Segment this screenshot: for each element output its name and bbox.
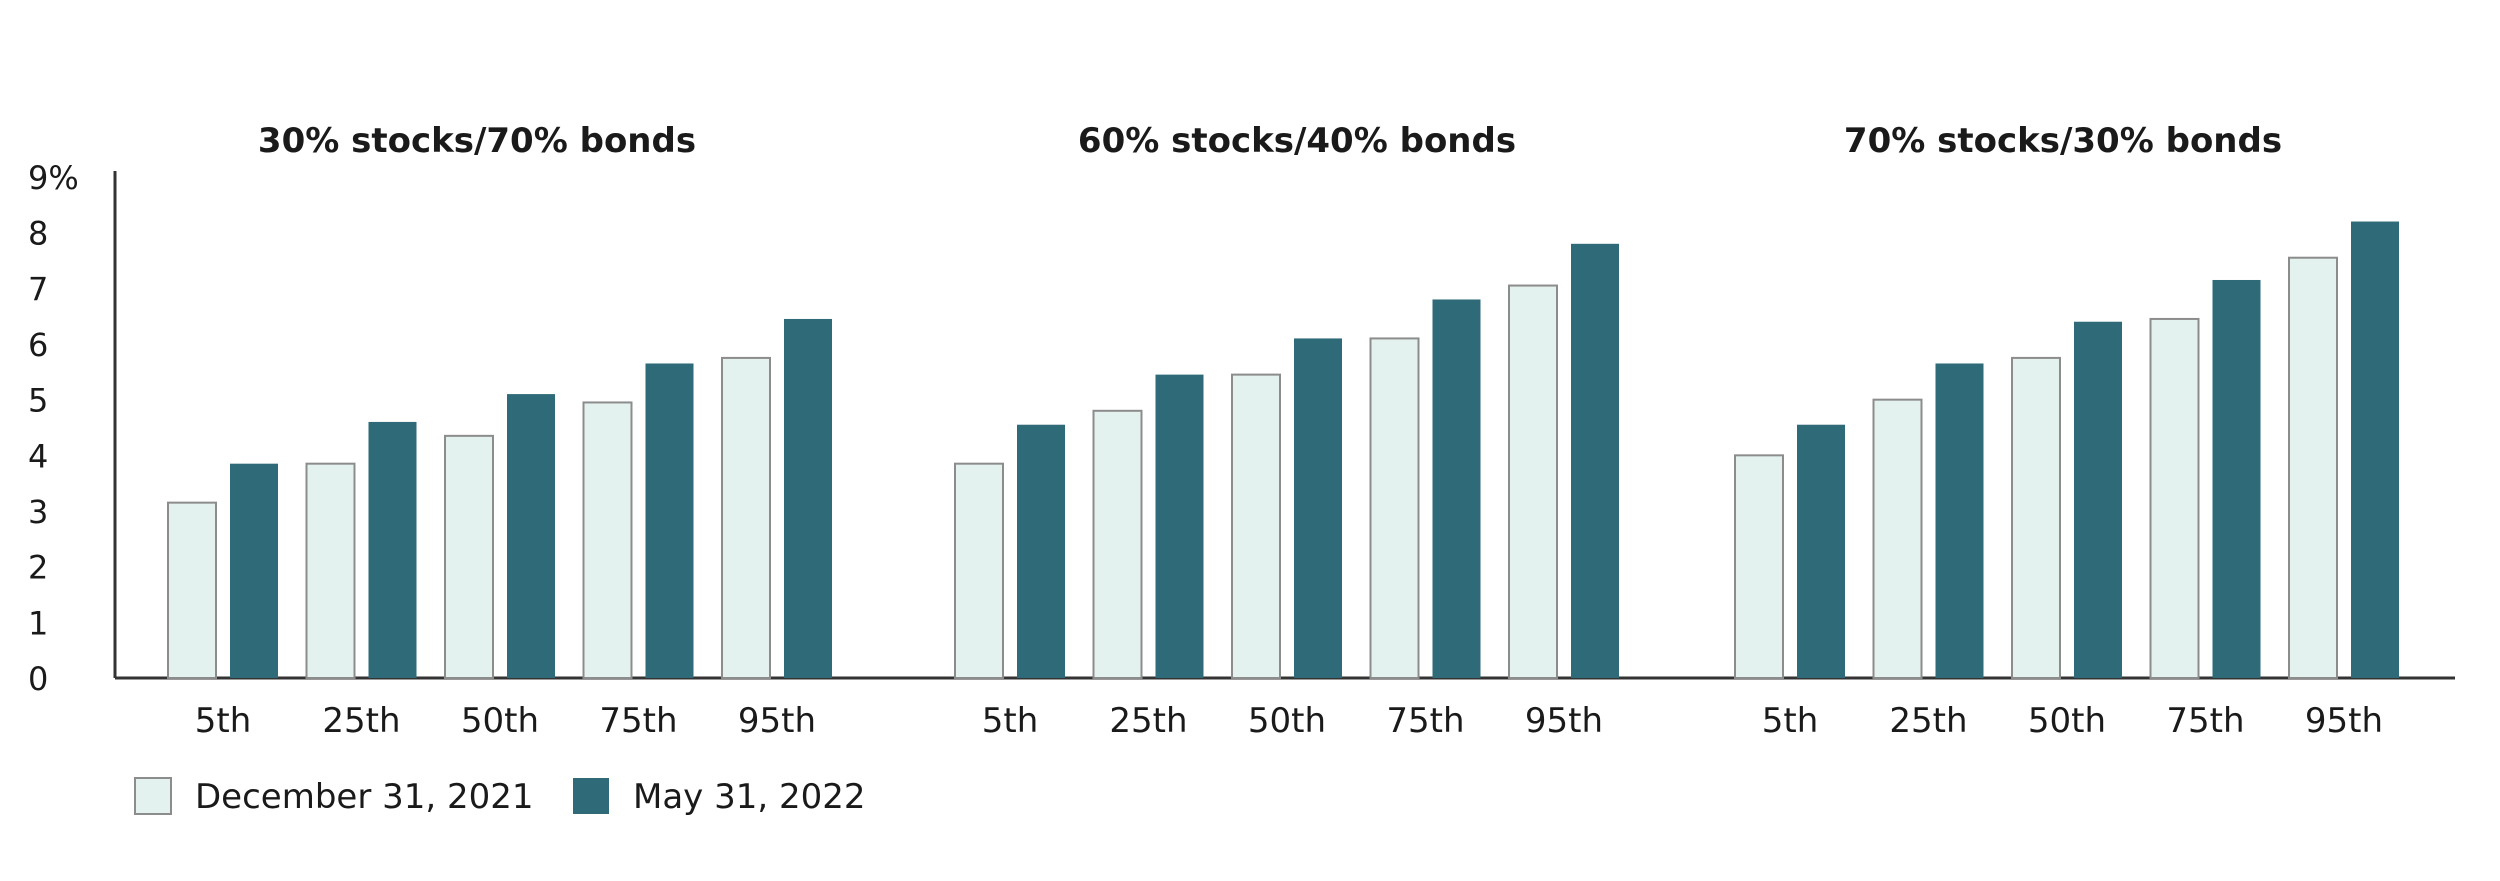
x-category-label: 50th <box>2028 701 2106 741</box>
bar-may-2022 <box>230 463 278 678</box>
bar-december-2021 <box>1231 373 1281 679</box>
bar-may-2022 <box>2351 221 2399 679</box>
legend-swatch-december-2021 <box>134 777 172 815</box>
y-tick-label: 4 <box>28 437 48 475</box>
bar-may-2022 <box>1797 424 1845 678</box>
bar-december-2021 <box>1092 409 1143 679</box>
x-category-label: 95th <box>1525 701 1603 741</box>
y-axis: 0 1 2 3 4 5 6 7 8 9% <box>28 159 2455 698</box>
bar-may-2022 <box>1571 243 1619 679</box>
panel-title: 60% stocks/40% bonds <box>1078 121 1516 161</box>
bar-may-2022 <box>1935 363 1984 678</box>
x-category-label: 5th <box>982 701 1039 741</box>
x-category-label: 95th <box>738 701 816 741</box>
bar-may-2022 <box>784 318 832 678</box>
bar-december-2021 <box>2149 317 2200 679</box>
y-tick-label: 9% <box>28 159 79 197</box>
bar-december-2021 <box>2288 256 2338 679</box>
bar-may-2022 <box>1432 299 1481 678</box>
bar-december-2021 <box>1508 284 1558 679</box>
bar-may-2022 <box>507 394 555 678</box>
legend-label-december-2021: December 31, 2021 <box>195 777 534 817</box>
bar-december-2021 <box>1734 454 1784 680</box>
bar-may-2022 <box>368 421 417 678</box>
panel-title: 30% stocks/70% bonds <box>258 121 696 161</box>
bar-may-2022 <box>1155 374 1204 678</box>
y-tick-label: 7 <box>28 270 48 308</box>
x-category-label: 50th <box>461 701 539 741</box>
x-category-label: 75th <box>2166 701 2244 741</box>
y-tick-label: 0 <box>28 660 48 698</box>
y-tick-label: 8 <box>28 215 48 253</box>
chart-panel: 60% stocks/40% bonds 5th 25th 50th 75th 95th <box>954 121 1619 741</box>
bar-may-2022 <box>1017 424 1065 678</box>
bar-december-2021 <box>721 356 771 679</box>
y-tick-label: 1 <box>28 604 48 642</box>
x-category-label: 5th <box>195 701 252 741</box>
bar-december-2021 <box>167 501 217 679</box>
bar-may-2022 <box>2074 321 2122 678</box>
x-category-label: 95th <box>2305 701 2383 741</box>
bar-december-2021 <box>582 401 633 679</box>
y-tick-label: 3 <box>28 493 48 531</box>
y-tick-label: 5 <box>28 382 48 420</box>
x-category-label: 25th <box>322 701 400 741</box>
chart-panel: 30% stocks/70% bonds 5th 25th 50th 75th 95th <box>167 121 832 741</box>
legend: December 31, 2021 May 31, 2022 <box>134 777 866 817</box>
x-category-label: 5th <box>1762 701 1819 741</box>
legend-swatch-may-2022 <box>573 778 609 814</box>
chart-panel: 70% stocks/30% bonds 5th 25th 50th 75th 95th <box>1734 121 2399 741</box>
panel-title: 70% stocks/30% bonds <box>1844 121 2282 161</box>
x-category-label: 25th <box>1889 701 1967 741</box>
y-tick-label: 2 <box>28 549 48 587</box>
x-category-label: 50th <box>1248 701 1326 741</box>
bar-december-2021 <box>2011 356 2061 679</box>
bar-may-2022 <box>2212 279 2261 678</box>
bar-december-2021 <box>444 434 494 679</box>
bar-december-2021 <box>1369 337 1420 679</box>
y-tick-label: 6 <box>28 326 48 364</box>
x-category-label: 75th <box>599 701 677 741</box>
bar-may-2022 <box>1294 338 1342 678</box>
bar-december-2021 <box>305 462 356 679</box>
x-category-label: 25th <box>1109 701 1187 741</box>
x-category-label: 75th <box>1386 701 1464 741</box>
bar-may-2022 <box>645 363 694 678</box>
bar-december-2021 <box>954 462 1004 679</box>
bar-december-2021 <box>1872 398 1923 679</box>
legend-label-may-2022: May 31, 2022 <box>633 777 866 817</box>
